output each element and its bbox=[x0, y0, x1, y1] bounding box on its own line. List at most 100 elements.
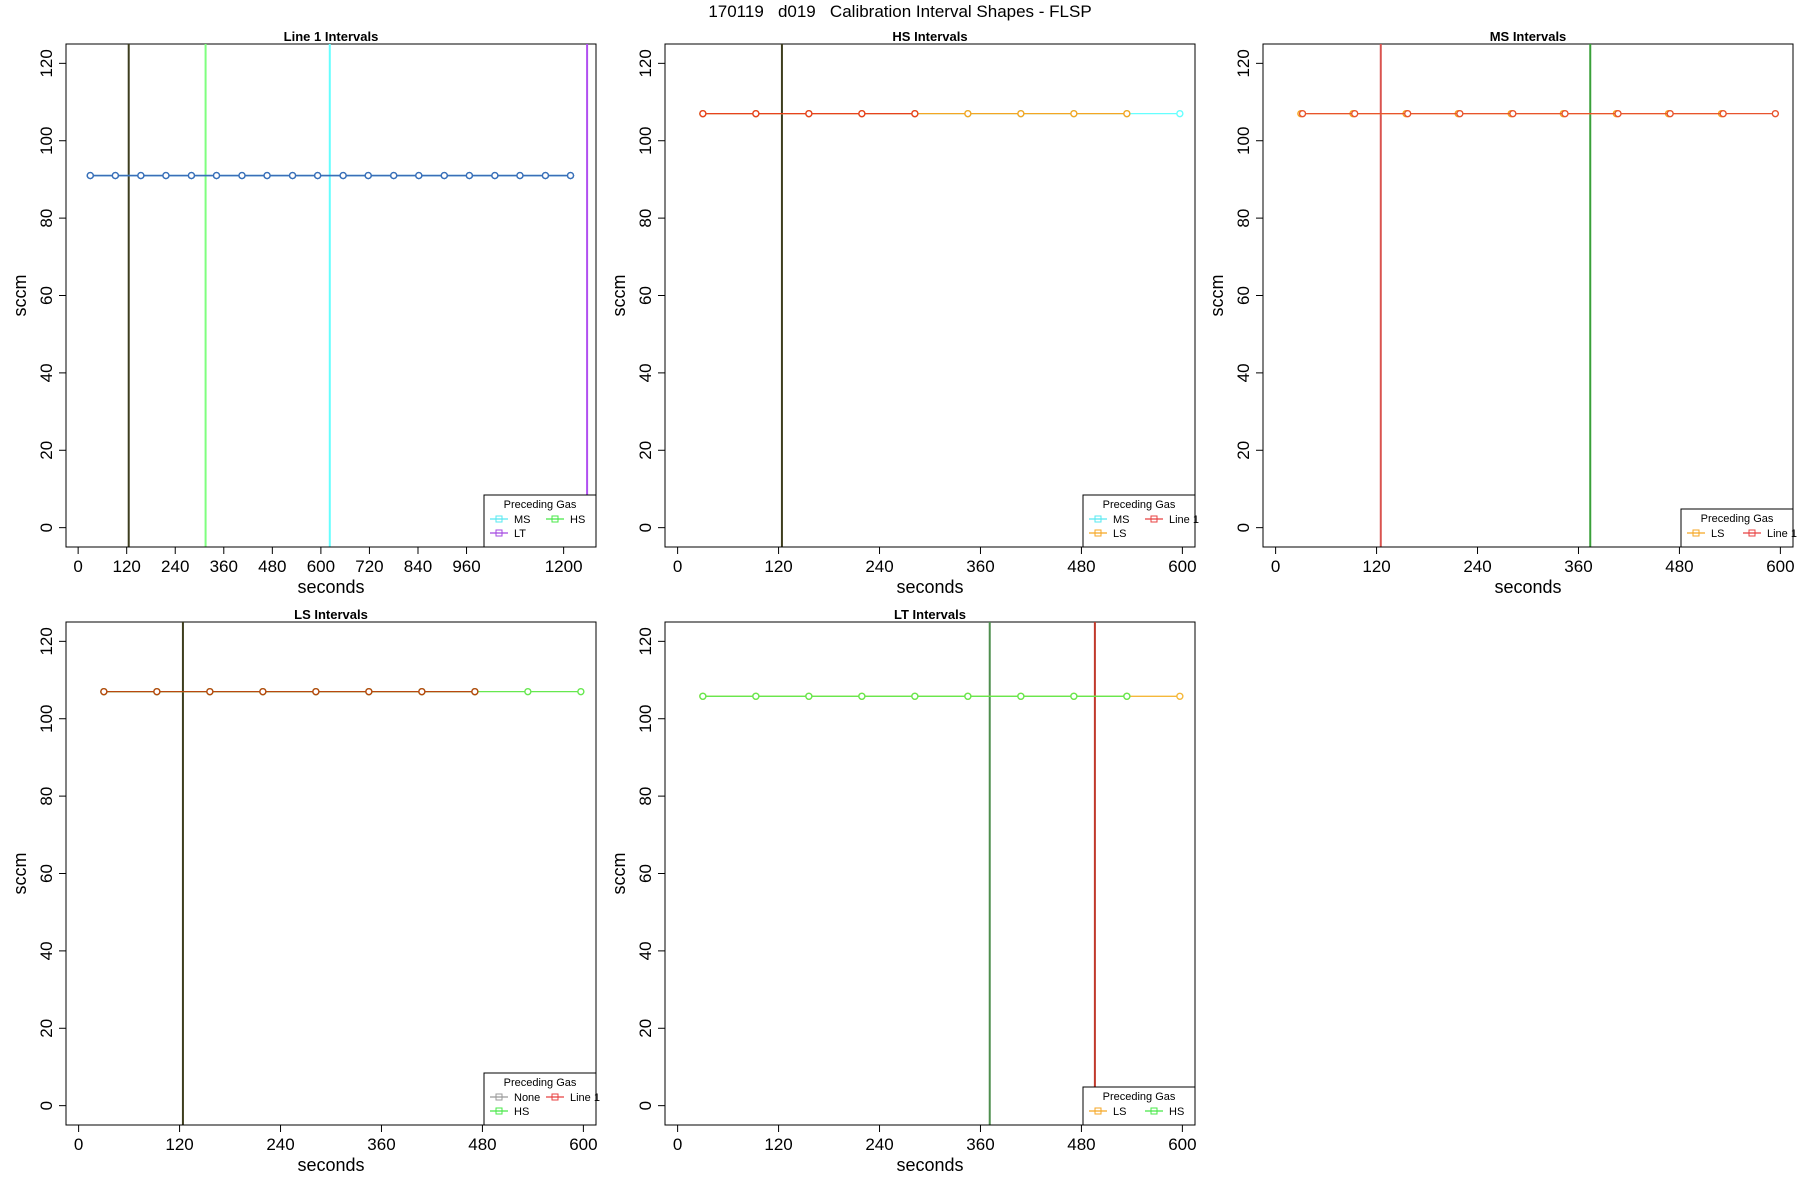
x-tick-label: 240 bbox=[865, 557, 893, 576]
data-point bbox=[566, 171, 575, 180]
data-point bbox=[1350, 109, 1359, 118]
data-point bbox=[471, 687, 479, 696]
chart-title: MS Intervals bbox=[1490, 29, 1567, 44]
x-tick-label: 840 bbox=[404, 557, 432, 576]
x-tick-label: 360 bbox=[210, 557, 238, 576]
plot-frame bbox=[664, 43, 1196, 548]
x-tick-label: 600 bbox=[1168, 557, 1196, 576]
data-point bbox=[263, 171, 271, 180]
y-tick-label: 20 bbox=[37, 441, 56, 460]
legend-title: Preceding Gas bbox=[1103, 499, 1176, 511]
x-tick-label: 240 bbox=[161, 557, 189, 576]
x-tick-label: 0 bbox=[73, 557, 82, 576]
y-tick-label: 120 bbox=[636, 627, 655, 655]
chart-panel-5: LT Intervals 0 120 240 360 480 600 seconds 0 20 40… bbox=[609, 607, 1197, 1175]
y-tick-label: 0 bbox=[1234, 523, 1253, 532]
legend-title: Preceding Gas bbox=[504, 499, 577, 511]
x-axis-title: seconds bbox=[297, 1155, 364, 1175]
data-point bbox=[1509, 109, 1517, 118]
plot-frame bbox=[65, 43, 597, 548]
data-point bbox=[911, 692, 919, 700]
y-tick-label: 20 bbox=[636, 441, 655, 460]
y-tick-label: 100 bbox=[636, 705, 655, 733]
x-tick-label: 0 bbox=[673, 1135, 682, 1154]
legend-swatch-marker bbox=[495, 515, 503, 523]
y-tick-label: 20 bbox=[636, 1019, 655, 1038]
data-point bbox=[1561, 109, 1569, 118]
x-tick-label: 480 bbox=[1067, 1135, 1095, 1154]
legend-swatch-marker bbox=[551, 1093, 559, 1101]
y-axis-title: sccm bbox=[609, 275, 629, 317]
data-point bbox=[238, 171, 246, 180]
legend-swatch-marker bbox=[495, 1107, 503, 1115]
data-point bbox=[339, 171, 347, 180]
y-tick-label: 80 bbox=[37, 209, 56, 228]
legend-label: Line 1 bbox=[1169, 514, 1199, 526]
x-tick-label: 360 bbox=[966, 1135, 994, 1154]
data-point bbox=[752, 692, 760, 700]
y-tick-label: 0 bbox=[37, 1101, 56, 1110]
plot-frame bbox=[664, 621, 1196, 1126]
x-tick-label: 360 bbox=[367, 1135, 395, 1154]
data-point bbox=[1719, 109, 1727, 118]
data-point bbox=[541, 171, 550, 180]
x-tick-label: 480 bbox=[1665, 557, 1693, 576]
data-point bbox=[805, 109, 813, 118]
chart-panel-3: MS Intervals 0 120 240 360 480 600 seconds 0 20 40… bbox=[1207, 29, 1797, 597]
data-point bbox=[1614, 109, 1622, 118]
x-tick-label: 1200 bbox=[545, 557, 583, 576]
y-tick-label: 120 bbox=[1234, 49, 1253, 77]
data-point bbox=[858, 109, 866, 118]
plot-frame bbox=[65, 621, 597, 1126]
x-tick-label: 120 bbox=[764, 557, 792, 576]
data-point bbox=[964, 692, 972, 700]
legend-label: MS bbox=[514, 514, 531, 526]
x-axis-title: seconds bbox=[1494, 577, 1561, 597]
x-tick-label: 600 bbox=[1766, 557, 1794, 576]
data-point bbox=[752, 109, 760, 118]
data-point bbox=[153, 687, 161, 696]
legend-label: MS bbox=[1113, 514, 1130, 526]
y-tick-label: 0 bbox=[37, 523, 56, 532]
chart-title: LT Intervals bbox=[894, 607, 966, 622]
y-tick-label: 40 bbox=[37, 363, 56, 382]
y-tick-label: 40 bbox=[1234, 363, 1253, 382]
legend-title: Preceding Gas bbox=[1701, 513, 1774, 525]
y-tick-label: 100 bbox=[636, 127, 655, 155]
data-point bbox=[86, 171, 94, 180]
x-tick-label: 120 bbox=[165, 1135, 193, 1154]
legend-box bbox=[1082, 1086, 1196, 1126]
legend-swatch-marker bbox=[1094, 515, 1102, 523]
x-tick-label: 120 bbox=[764, 1135, 792, 1154]
chart-panel-2: HS Intervals 0 120 240 360 480 600 seconds 0 20 40… bbox=[609, 29, 1199, 597]
y-tick-label: 40 bbox=[37, 941, 56, 960]
y-axis-title: sccm bbox=[10, 275, 30, 317]
data-point bbox=[1176, 109, 1184, 118]
data-point bbox=[1666, 109, 1674, 118]
data-point bbox=[364, 171, 372, 180]
chart-panel-4: LS Intervals 0 120 240 360 480 600 seconds 0 20 40… bbox=[10, 607, 600, 1175]
data-point bbox=[137, 171, 145, 180]
x-axis-title: seconds bbox=[297, 577, 364, 597]
x-tick-label: 600 bbox=[307, 557, 335, 576]
x-tick-label: 600 bbox=[569, 1135, 597, 1154]
data-point bbox=[1123, 692, 1131, 700]
legend-label: Line 1 bbox=[570, 1092, 600, 1104]
data-point bbox=[1070, 109, 1078, 118]
x-tick-label: 600 bbox=[1168, 1135, 1196, 1154]
x-tick-label: 120 bbox=[112, 557, 140, 576]
data-point bbox=[858, 692, 866, 700]
x-tick-label: 0 bbox=[1271, 557, 1280, 576]
data-point bbox=[1017, 109, 1025, 118]
x-tick-label: 480 bbox=[468, 1135, 496, 1154]
chart-title: LS Intervals bbox=[294, 607, 368, 622]
y-tick-label: 80 bbox=[636, 209, 655, 228]
data-point bbox=[100, 687, 108, 696]
legend-label: None bbox=[514, 1092, 540, 1104]
x-tick-label: 480 bbox=[1067, 557, 1095, 576]
data-point bbox=[313, 171, 322, 180]
data-point bbox=[415, 171, 423, 180]
y-tick-label: 120 bbox=[636, 49, 655, 77]
y-tick-label: 80 bbox=[37, 787, 56, 806]
